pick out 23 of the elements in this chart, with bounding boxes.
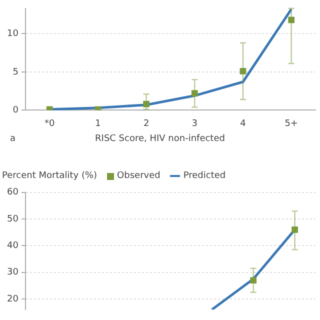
legend-label: Observed	[117, 171, 160, 181]
x-tick-label: *0	[44, 118, 56, 129]
y-tick-label: 20	[7, 294, 19, 304]
x-tick-label: 5+	[284, 118, 298, 129]
point	[143, 100, 150, 108]
y-tick-label: 60	[7, 188, 19, 198]
y-tick-label: 0	[12, 106, 19, 116]
x-axis-title: RISC Score, HIV non-infected	[95, 134, 225, 144]
legend-label: Predicted	[183, 171, 226, 181]
y-tick-label: 30	[7, 268, 19, 278]
x-tick-label: 1	[95, 118, 101, 129]
y-tick-label: 50	[7, 214, 19, 224]
y-tick-label: 5	[12, 67, 18, 78]
x-tick-label: 4	[240, 118, 246, 129]
x-tick-label: 2	[143, 118, 150, 129]
point	[240, 68, 246, 74]
point	[288, 16, 295, 24]
y-tick-label: 10	[7, 29, 19, 39]
x-tick-label: 3	[192, 118, 198, 129]
y-axis-title: Percent Mortality (%)	[2, 171, 98, 181]
text: a	[10, 134, 16, 144]
point	[191, 90, 198, 97]
y-tick-label: 40	[7, 241, 19, 252]
